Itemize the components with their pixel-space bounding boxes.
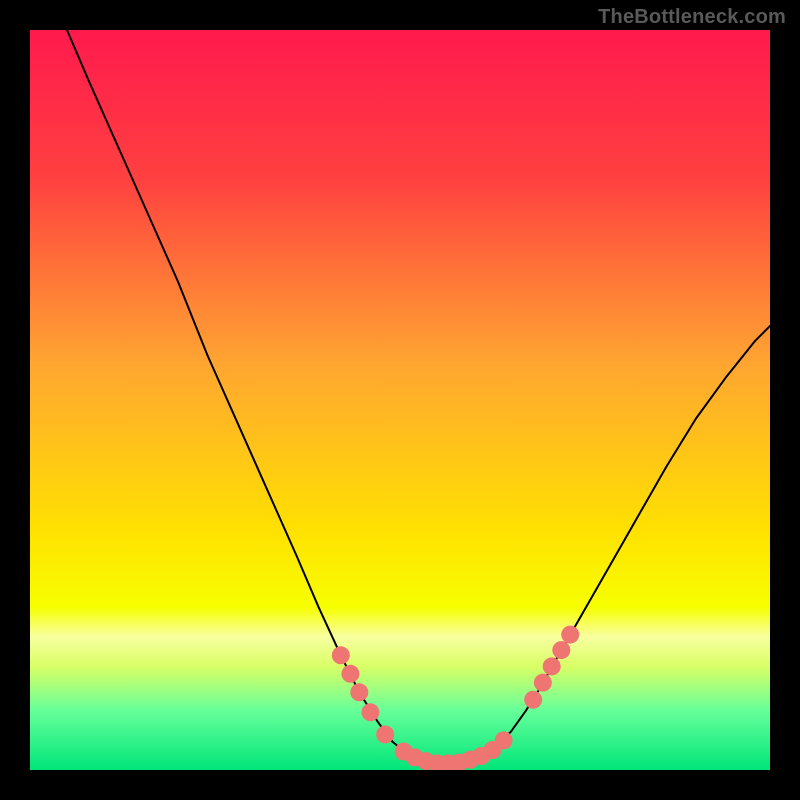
curve-marker [376,725,394,743]
watermark-text: TheBottleneck.com [598,6,786,29]
curve-marker [495,731,513,749]
curve-marker [552,641,570,659]
curve-marker [332,646,350,664]
chart-container: TheBottleneck.com [0,0,800,800]
curve-marker [543,657,561,675]
curve-marker [341,665,359,683]
chart-background-gradient [30,30,770,770]
curve-marker [524,691,542,709]
curve-marker [361,703,379,721]
curve-marker [350,683,368,701]
curve-marker [534,674,552,692]
chart-svg [0,0,800,800]
curve-marker [561,626,579,644]
